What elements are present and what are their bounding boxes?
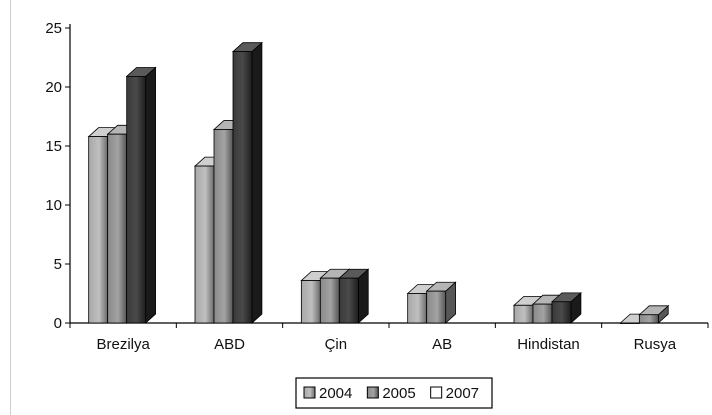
frame-left-edge — [10, 0, 11, 415]
bar — [338, 268, 370, 324]
legend-label: 2007 — [446, 385, 479, 402]
bar-front-face — [107, 133, 128, 324]
bar-front-face — [232, 51, 253, 324]
legend-label: 2004 — [319, 385, 352, 402]
bar-front-face — [407, 293, 428, 324]
bar — [550, 291, 582, 324]
bar — [638, 304, 670, 324]
category-label: ABD — [214, 336, 245, 353]
bar-front-face — [338, 277, 359, 324]
bar-front-face — [619, 322, 640, 324]
bar — [425, 281, 457, 324]
y-tick-label: 5 — [54, 256, 62, 273]
y-tick-label: 15 — [45, 138, 62, 155]
legend-label: 2005 — [382, 385, 415, 402]
legend: 2004 2005 2007 — [295, 377, 493, 409]
y-tick-label: 10 — [45, 197, 62, 214]
bar-front-face — [551, 301, 572, 324]
bar-side-face — [145, 66, 156, 324]
bar-front-face — [126, 75, 147, 324]
legend-item: 2004 — [303, 385, 352, 402]
bar-front-face — [513, 304, 534, 324]
legend-swatch — [303, 386, 316, 399]
y-tick-label: 0 — [54, 315, 62, 332]
category-label: Çin — [325, 336, 348, 353]
category-label: Rusya — [634, 336, 677, 353]
labels: 0 5 10 15 20 25 Brezilya ABD Çin AB Hindistan Rusya — [45, 20, 676, 353]
bar — [125, 66, 157, 324]
bar-front-face — [300, 280, 321, 324]
bar-front-face — [638, 314, 659, 324]
bar-front-face — [194, 165, 215, 324]
bar-front-face — [88, 136, 109, 324]
legend-item: 2005 — [366, 385, 416, 402]
bar-front-face — [213, 129, 234, 324]
legend-swatch — [366, 386, 379, 399]
bar — [231, 41, 263, 324]
legend-item: 2007 — [430, 385, 479, 402]
bars — [87, 41, 670, 324]
category-label: Brezilya — [96, 336, 150, 353]
y-tick-label: 25 — [45, 20, 62, 37]
legend-swatch — [430, 386, 443, 399]
category-label: AB — [432, 336, 452, 353]
legend-box — [295, 377, 493, 409]
bar-front-face — [319, 277, 340, 324]
bar-front-face — [426, 290, 447, 324]
bar-side-face — [251, 41, 263, 324]
y-tick-label: 20 — [45, 79, 62, 96]
bar-front-face — [532, 303, 553, 324]
axes — [65, 24, 709, 328]
category-label: Hindistan — [517, 336, 580, 353]
